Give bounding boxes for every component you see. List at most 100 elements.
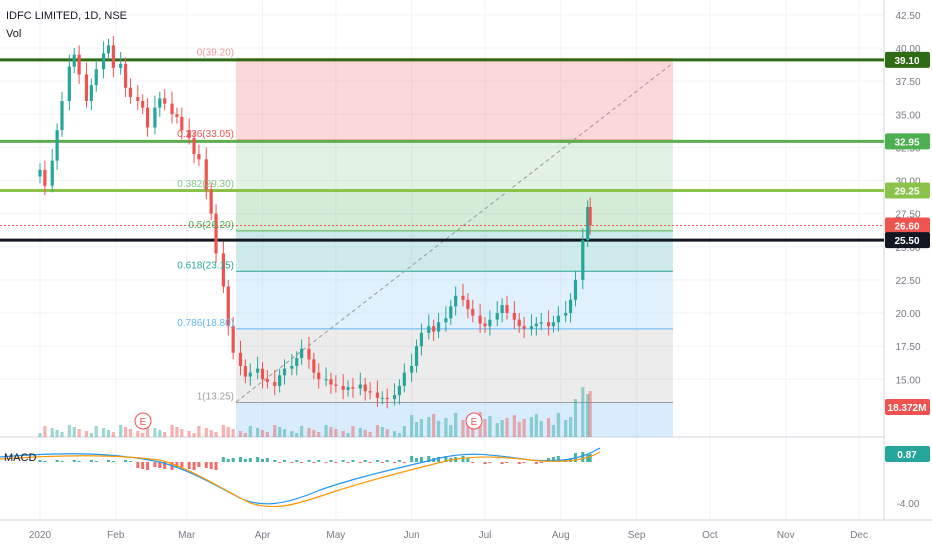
candle-body bbox=[351, 387, 355, 389]
volume-bar bbox=[192, 433, 196, 437]
volume-bar bbox=[163, 432, 167, 437]
volume-bar bbox=[175, 427, 179, 437]
volume-bar bbox=[402, 426, 406, 437]
volume-bar bbox=[363, 430, 367, 437]
time-axis-label: Nov bbox=[777, 530, 795, 541]
volume-bar bbox=[77, 429, 81, 437]
volume-bar bbox=[351, 426, 355, 437]
candle-body bbox=[153, 107, 157, 128]
fib-label: 0(39.20) bbox=[197, 48, 234, 59]
candle-body bbox=[136, 97, 140, 101]
volume-bar bbox=[119, 425, 123, 437]
macd-histogram-bar bbox=[238, 457, 242, 462]
time-axis-label: Feb bbox=[107, 530, 125, 541]
candle-body bbox=[307, 348, 311, 360]
volume-bar bbox=[60, 432, 64, 437]
volume-bar bbox=[67, 425, 71, 437]
candle-body bbox=[290, 366, 294, 369]
macd-histogram-bar bbox=[358, 462, 362, 463]
candle-body bbox=[273, 381, 277, 386]
volume-bar bbox=[334, 429, 338, 437]
candle-body bbox=[84, 74, 89, 101]
fib-zone bbox=[236, 189, 673, 231]
candle-body bbox=[368, 391, 372, 393]
macd-histogram-bar bbox=[141, 462, 145, 469]
candle-body bbox=[180, 116, 184, 131]
macd-histogram-bar bbox=[402, 462, 406, 463]
price-tag-label: 29.25 bbox=[894, 186, 919, 197]
candle-body bbox=[375, 392, 380, 398]
candle-body bbox=[534, 323, 538, 327]
candle-body bbox=[363, 384, 367, 392]
price-axis: 42.5040.0037.5035.0032.5030.0027.5025.00… bbox=[895, 11, 920, 510]
volume-bar bbox=[546, 418, 551, 437]
volume-bar bbox=[534, 414, 538, 437]
price-tag bbox=[885, 232, 930, 249]
volume-bar bbox=[197, 426, 201, 437]
volume-bar bbox=[55, 430, 59, 437]
candle-body bbox=[163, 98, 167, 104]
macd-axis-label: -4.00 bbox=[897, 499, 920, 510]
macd-histogram-bar bbox=[317, 460, 321, 462]
candle-body bbox=[564, 313, 568, 316]
macd-histogram-bar bbox=[581, 452, 585, 462]
macd-histogram-bar bbox=[437, 457, 441, 462]
macd-histogram-bar bbox=[329, 460, 333, 462]
macd-histogram-bar bbox=[158, 462, 162, 468]
candle-body bbox=[358, 384, 362, 389]
candle-body bbox=[397, 385, 402, 396]
volume-bar bbox=[385, 429, 389, 437]
macd-histogram-bar bbox=[60, 461, 64, 462]
price-axis-label: 42.50 bbox=[895, 11, 920, 22]
price-axis-label: 15.00 bbox=[895, 375, 920, 386]
price-axis-label: 27.50 bbox=[895, 210, 920, 221]
macd-histogram-bar bbox=[94, 461, 98, 462]
macd-histogram-bar bbox=[500, 462, 504, 464]
volume-bar bbox=[419, 419, 424, 437]
volume-bar bbox=[84, 431, 89, 437]
candle-body bbox=[72, 54, 76, 67]
macd-histogram-bar bbox=[226, 459, 230, 462]
candle-body bbox=[581, 240, 585, 280]
volume-bar bbox=[170, 425, 174, 437]
candle-body bbox=[278, 375, 282, 386]
time-axis-label: 2020 bbox=[29, 530, 52, 541]
candle-body bbox=[60, 101, 64, 131]
volume-bar bbox=[414, 422, 419, 437]
macd-histogram-bar bbox=[214, 462, 218, 470]
candle-body bbox=[256, 368, 260, 373]
macd-histogram-bar bbox=[488, 462, 492, 463]
candle-body bbox=[175, 114, 179, 117]
macd-histogram-bar bbox=[204, 462, 208, 468]
macd-histogram-bar bbox=[43, 461, 47, 462]
volume-bar bbox=[568, 417, 573, 437]
macd-histogram-bar bbox=[334, 462, 338, 463]
macd-histogram-bar bbox=[283, 460, 287, 462]
volume-bar bbox=[123, 427, 128, 437]
macd-histogram-bar bbox=[72, 460, 76, 462]
fib-label: 0.5(26.20) bbox=[188, 220, 234, 231]
volume-bar bbox=[136, 431, 140, 437]
candle-body bbox=[385, 397, 389, 400]
candles bbox=[38, 36, 592, 409]
candle-body bbox=[546, 322, 551, 327]
fib-zones bbox=[236, 58, 673, 437]
candle-body bbox=[55, 130, 59, 161]
candle-body bbox=[478, 315, 482, 324]
fib-zone bbox=[236, 230, 673, 272]
macd-histogram-bar bbox=[522, 462, 526, 463]
candle-body bbox=[145, 107, 150, 128]
candle-body bbox=[89, 85, 93, 101]
candle-body bbox=[312, 359, 316, 373]
volume-bar bbox=[307, 428, 311, 437]
volume-bar bbox=[106, 430, 111, 437]
macd-histogram-bar bbox=[300, 462, 304, 463]
volume-bar bbox=[243, 433, 247, 437]
macd-histogram-bar bbox=[483, 462, 487, 464]
time-axis-label: Dec bbox=[850, 530, 868, 541]
candle-body bbox=[414, 346, 419, 366]
candle-body bbox=[141, 101, 145, 108]
volume-bar bbox=[145, 426, 150, 437]
